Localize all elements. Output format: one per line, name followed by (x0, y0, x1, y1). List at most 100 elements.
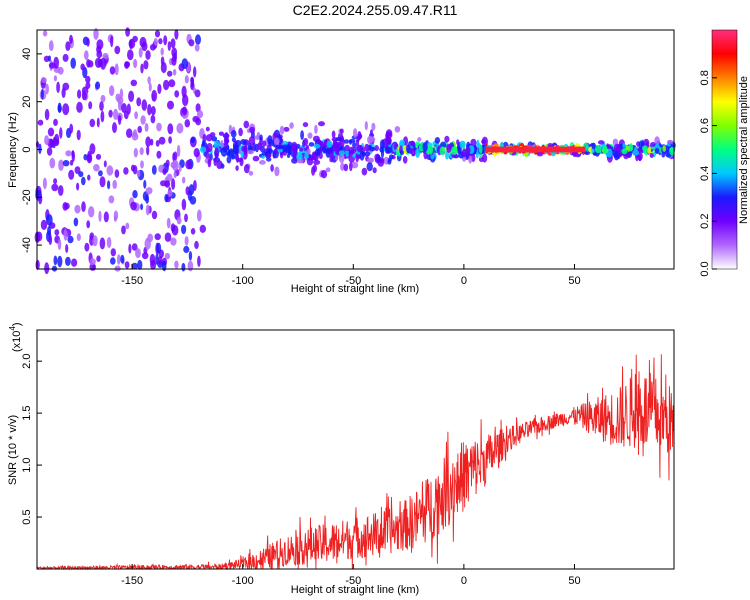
spectrogram-cell (134, 111, 139, 120)
spectrogram-cell (168, 136, 173, 144)
spectrogram-cell (184, 119, 191, 128)
spectrogram-cell (53, 255, 58, 266)
spectrogram-cell (110, 257, 116, 265)
spectrogram-cell (154, 30, 161, 38)
spectrogram-cell (157, 83, 162, 94)
spectrogram-cell (295, 143, 301, 149)
spectrogram-cell (47, 127, 55, 137)
spectrogram-cell (331, 130, 336, 139)
spectrogram-ylabel: Frequency (Hz) (7, 112, 19, 188)
spectrogram-strong-tone (485, 146, 586, 153)
spectrogram-cell (99, 237, 106, 250)
spectrogram-cell (131, 243, 138, 251)
snr-series-line (36, 354, 675, 571)
spectrogram-cell (151, 165, 157, 175)
spectrogram-cell (110, 248, 117, 257)
spectrogram-cell (93, 164, 100, 172)
spectrogram-cell (48, 40, 54, 52)
spectrogram-cell (193, 66, 197, 78)
spectrogram-cell (145, 50, 151, 60)
spectrogram-cell (182, 94, 189, 107)
spectrogram-cell (385, 136, 392, 145)
spectrogram-cell (482, 153, 488, 163)
spectrogram-cell (53, 118, 58, 126)
spectrogram-cell (470, 138, 477, 147)
spectrogram-cell (622, 142, 626, 149)
spectrogram-cell (199, 224, 206, 233)
spectrogram-cell (409, 140, 415, 146)
spectrogram-cell (124, 261, 130, 269)
spectrogram-cell (279, 125, 285, 135)
spectrogram-cell (256, 131, 261, 140)
spectrogram-cell (371, 122, 376, 131)
spectrogram-cell (125, 27, 130, 37)
spectrogram-cell (313, 159, 321, 165)
spectrogram-cell (167, 189, 173, 198)
spectrogram-y-tick-label: -40 (21, 237, 33, 253)
spectrogram-cell (185, 186, 190, 196)
chart-title: C2E2.2024.255.09.47.R11 (292, 2, 458, 18)
spectrogram-cell (188, 251, 193, 261)
spectrogram-cell (654, 136, 660, 146)
spectrogram-cell (252, 155, 260, 162)
spectrogram-cell (267, 135, 273, 145)
spectrogram-cell (47, 226, 52, 236)
spectrogram-cell (133, 147, 138, 158)
spectrogram-cell (128, 243, 132, 254)
colorbar-ticks: 0.0 0.2 0.4 0.6 0.8 (699, 70, 717, 277)
spectrogram-cell (649, 153, 654, 158)
spectrogram-cell (71, 150, 75, 158)
spectrogram-cell (220, 146, 228, 157)
colorbar-tick-label: 0.8 (699, 70, 711, 85)
snr-x-tick-label: -100 (232, 575, 254, 587)
spectrogram-cell (62, 53, 69, 62)
spectrogram-cell (220, 163, 225, 169)
spectrogram-cell (669, 146, 675, 156)
spectrogram-cell (332, 142, 337, 150)
spectrogram-cell (69, 159, 74, 166)
spectrogram-cell (56, 81, 60, 94)
spectrogram-cell (262, 140, 267, 147)
spectrogram-cell (123, 167, 129, 175)
spectrogram-cell (422, 142, 428, 152)
spectrogram-cell (481, 139, 487, 145)
spectrogram-cell (274, 148, 278, 155)
spectrogram-cell (356, 144, 364, 152)
spectrogram-cell (220, 140, 224, 148)
spectrogram-cell (62, 202, 68, 211)
spectrogram-cell (386, 146, 392, 154)
spectrogram-cell (99, 176, 106, 188)
spectrogram-y-tick-label: -20 (21, 189, 33, 205)
spectrogram-cell (196, 110, 204, 119)
spectrogram-cell (164, 232, 172, 242)
spectrogram-cell (399, 139, 405, 147)
spectrogram-cell (338, 153, 345, 163)
spectrogram-cell (155, 253, 159, 265)
spectrogram-cell (632, 149, 640, 156)
spectrogram-cell (119, 88, 124, 99)
colorbar-gradient (711, 29, 738, 270)
spectrogram-cell (54, 229, 60, 236)
spectrogram-cell (174, 260, 179, 269)
spectrogram-cell (351, 161, 359, 169)
snr-frame (36, 329, 675, 570)
spectrogram-cell (296, 158, 304, 164)
spectrogram-cell (138, 47, 143, 58)
spectrogram-cell (85, 81, 91, 89)
spectrogram-cell (108, 195, 115, 204)
spectrogram-cell (339, 128, 344, 134)
spectrogram-cell (89, 258, 96, 266)
spectrogram-cell (235, 165, 239, 171)
spectrogram-cell (77, 89, 82, 99)
spectrogram-cell (275, 144, 283, 150)
spectrogram-cell (88, 101, 93, 110)
spectrogram-x-ticks: -150 -100 -50 0 50 (121, 264, 581, 287)
spectrogram-cell (83, 154, 88, 161)
spectrogram-cell (299, 147, 304, 152)
spectrogram-cell (277, 148, 284, 153)
spectrogram-cell (121, 103, 127, 113)
spectrogram-cell (190, 77, 195, 88)
spectrogram-cell (132, 190, 138, 199)
spectrogram-cell (266, 157, 272, 162)
spectrogram-cell (313, 143, 321, 149)
